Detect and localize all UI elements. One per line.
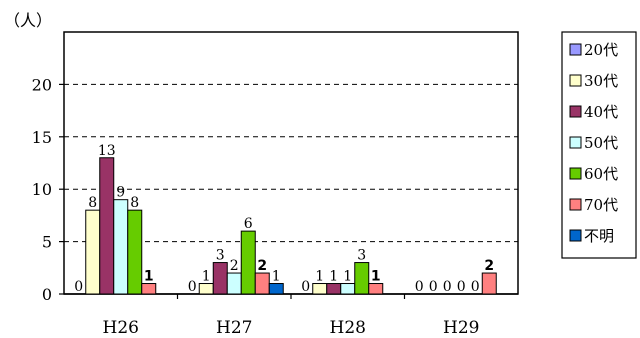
x-axis: H26 H27 H28 H29 [64, 293, 518, 338]
data-label: 0 [301, 279, 310, 295]
y-axis: 0 5 10 15 20 [32, 75, 64, 304]
bar-30代-H26 [85, 209, 101, 295]
bar-60代-H26 [127, 209, 143, 295]
data-label: 0 [188, 279, 197, 295]
legend-swatch [569, 74, 582, 87]
bar-70代-H28 [368, 283, 384, 295]
legend-swatch [569, 43, 582, 56]
bars [85, 157, 497, 295]
legend-swatch [569, 105, 582, 118]
data-label: 3 [216, 248, 225, 264]
data-label: 1 [371, 269, 381, 285]
bar-50代-H28 [340, 283, 356, 295]
bar-40代-H27 [212, 262, 228, 295]
data-label: 1 [202, 269, 211, 285]
legend-label: 20代 [584, 41, 618, 59]
x-category-label: H29 [443, 318, 479, 338]
legend-swatch [569, 198, 582, 211]
legend-label: 60代 [584, 165, 618, 183]
data-label: 1 [144, 269, 154, 285]
data-label: 6 [244, 216, 253, 232]
data-label: 0 [415, 279, 424, 295]
data-label: 0 [443, 279, 452, 295]
data-label: 2 [484, 258, 494, 274]
legend-label: 70代 [584, 196, 618, 214]
legend-label: 30代 [584, 72, 618, 90]
y-tick-label: 20 [32, 75, 52, 94]
bar-60代-H27 [240, 230, 256, 295]
legend-label: 50代 [584, 134, 618, 152]
bar-不明-H27 [268, 283, 284, 295]
data-label: 1 [343, 269, 352, 285]
x-category-label: H27 [216, 318, 252, 338]
data-label: 0 [429, 279, 438, 295]
data-label: 2 [257, 258, 267, 274]
data-label: 0 [471, 279, 480, 295]
bar-30代-H27 [198, 283, 214, 295]
data-label: 1 [272, 269, 281, 285]
data-label: 9 [116, 185, 125, 201]
legend-swatch [569, 229, 582, 242]
bar-50代-H27 [226, 272, 242, 295]
y-tick-label: 5 [42, 233, 52, 252]
y-tick-label: 15 [32, 128, 52, 147]
bar-50代-H26 [113, 199, 129, 295]
data-label: 1 [329, 269, 338, 285]
bar-40代-H26 [99, 157, 115, 295]
data-label: 3 [357, 248, 366, 264]
bar-70代-H27 [254, 272, 270, 295]
y-tick-label: 10 [32, 180, 52, 199]
data-label: 8 [88, 195, 97, 211]
bar-60代-H28 [354, 262, 370, 295]
bar-30代-H28 [312, 283, 328, 295]
y-tick-label: 0 [42, 285, 52, 304]
legend-label: 40代 [584, 103, 618, 121]
legend-swatch [569, 136, 582, 149]
bar-70代-H29 [481, 272, 497, 295]
data-label: 0 [74, 279, 83, 295]
data-label: 1 [315, 269, 324, 285]
y-unit-label: （人） [4, 11, 52, 30]
bar-40代-H28 [326, 283, 342, 295]
data-label: 0 [457, 279, 466, 295]
data-label: 8 [130, 195, 139, 211]
legend-label: 不明 [584, 227, 614, 245]
x-category-label: H26 [103, 318, 139, 338]
bar-70代-H26 [141, 283, 157, 295]
data-label: 2 [230, 258, 239, 274]
x-category-label: H28 [330, 318, 366, 338]
data-label: 13 [98, 143, 116, 159]
legend-swatch [569, 167, 582, 180]
